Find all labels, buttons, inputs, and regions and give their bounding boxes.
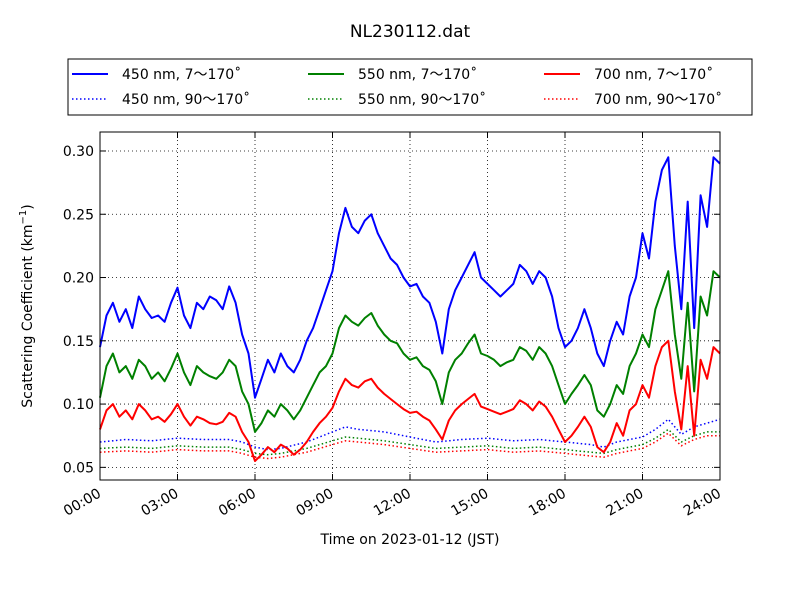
y-axis-title-end: )	[20, 204, 36, 209]
series-line-2	[99, 339, 721, 462]
x-tick-label: 21:00	[604, 486, 647, 520]
x-tick-label: 00:00	[61, 486, 104, 520]
y-axis-title-sup: −1	[18, 210, 29, 225]
legend-label-4: 550 nm, 90～170˚	[358, 91, 486, 108]
y-tick-label: 0.15	[63, 334, 94, 350]
series-line-0	[99, 156, 721, 399]
x-tick-label: 24:00	[681, 486, 724, 520]
legend-label-2: 700 nm, 7～170˚	[594, 66, 713, 83]
x-tick-label: 12:00	[371, 486, 414, 520]
y-tick-label: 0.30	[63, 144, 94, 160]
y-tick-label: 0.20	[63, 271, 94, 287]
chart-title: NL230112.dat	[350, 22, 471, 42]
legend-label-0: 450 nm, 7～170˚	[122, 66, 241, 83]
y-axis-title-main: Scattering Coefficient (km	[20, 224, 36, 407]
y-tick-label: 0.05	[63, 460, 94, 476]
grid	[100, 132, 720, 480]
legend-label-3: 450 nm, 90～170˚	[122, 91, 250, 108]
legend-label-5: 700 nm, 90～170˚	[594, 91, 722, 108]
y-tick-label: 0.25	[63, 207, 94, 223]
x-tick-label: 09:00	[294, 486, 337, 520]
x-tick-label: 06:00	[216, 486, 259, 520]
legend: 450 nm, 7～170˚ 450 nm, 90～170˚ 550 nm, 7～1…	[67, 58, 753, 116]
y-axis-title: Scattering Coefficient (km−1)	[18, 204, 36, 408]
series-layer	[99, 156, 721, 462]
legend-label-1: 550 nm, 7～170˚	[358, 66, 477, 83]
x-tick-label: 15:00	[449, 486, 492, 520]
x-tick-label: 03:00	[139, 486, 182, 520]
x-axis-title: Time on 2023-01-12 (JST)	[320, 532, 500, 548]
x-tick-label: 18:00	[526, 486, 569, 520]
legend-frame	[67, 58, 753, 116]
y-tick-label: 0.10	[63, 397, 94, 413]
series-line-1	[99, 270, 721, 433]
series-line-3	[99, 418, 721, 451]
